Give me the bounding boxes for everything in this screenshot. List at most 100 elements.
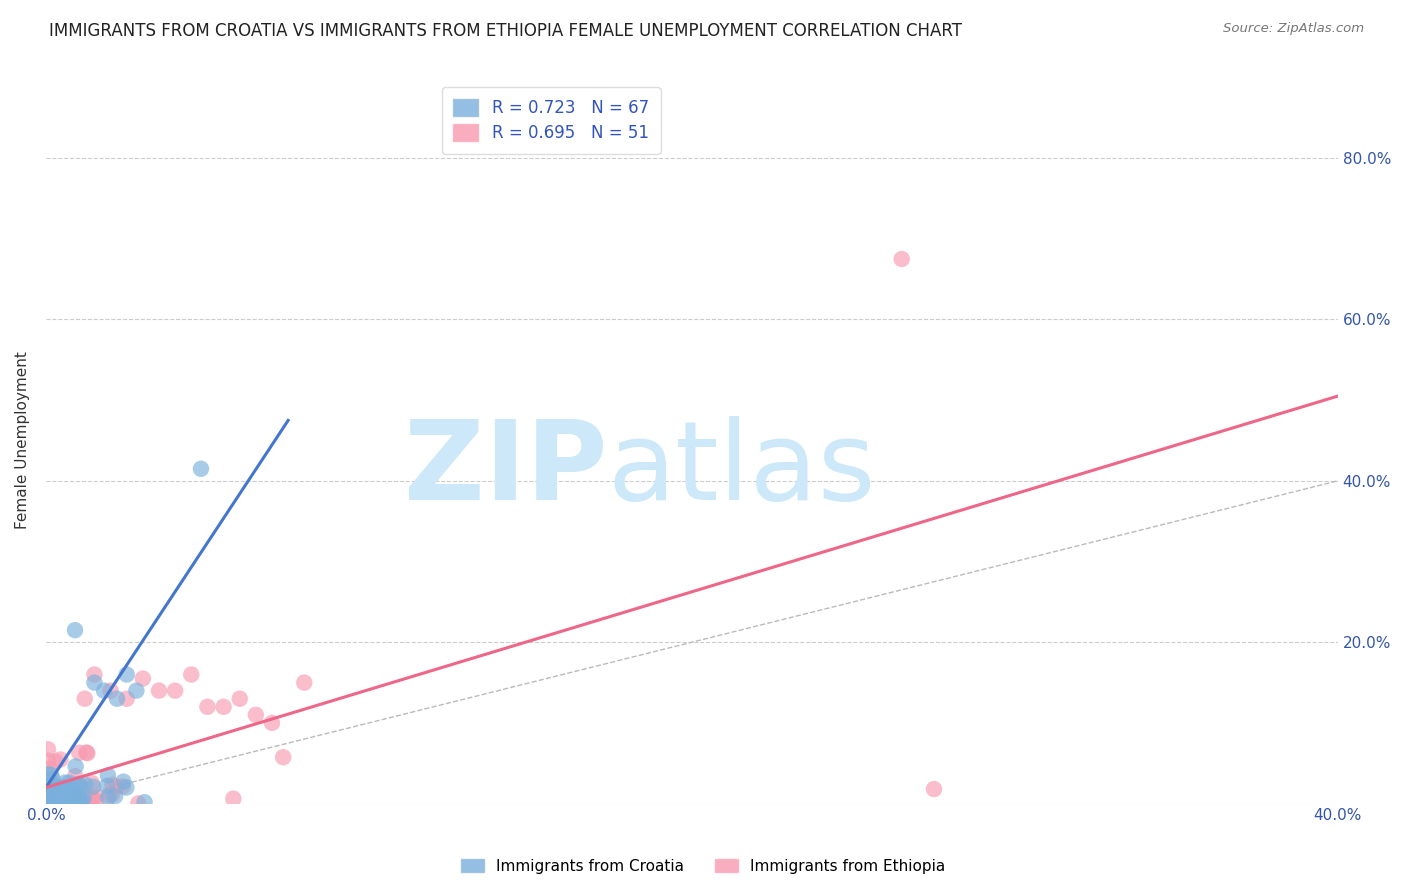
Point — [44, 779, 66, 793]
Point — [111, 780, 134, 794]
Point — [197, 699, 219, 714]
Point — [55, 780, 77, 795]
Point — [35, 795, 58, 809]
Point — [134, 795, 156, 809]
Text: Source: ZipAtlas.com: Source: ZipAtlas.com — [1223, 22, 1364, 36]
Point — [60, 795, 83, 809]
Point — [42, 780, 65, 795]
Point — [37, 793, 59, 807]
Point — [37, 767, 59, 781]
Point — [82, 791, 104, 805]
Point — [105, 780, 128, 794]
Point — [292, 675, 315, 690]
Point — [49, 794, 72, 808]
Point — [97, 768, 120, 782]
Point — [67, 778, 90, 792]
Point — [75, 778, 97, 792]
Point — [73, 797, 96, 811]
Point — [49, 786, 72, 800]
Point — [66, 777, 89, 791]
Point — [45, 788, 67, 802]
Point — [52, 796, 75, 810]
Point — [79, 792, 101, 806]
Point — [53, 797, 76, 811]
Point — [101, 788, 124, 802]
Point — [45, 755, 67, 769]
Point — [58, 775, 80, 789]
Point — [56, 783, 79, 797]
Point — [84, 789, 107, 804]
Point — [52, 795, 75, 809]
Point — [38, 773, 60, 788]
Point — [180, 667, 202, 681]
Point — [65, 794, 87, 808]
Point — [70, 782, 93, 797]
Point — [132, 672, 155, 686]
Point — [65, 769, 87, 783]
Point — [44, 791, 66, 805]
Point — [66, 789, 89, 803]
Point — [41, 795, 63, 809]
Point — [70, 795, 93, 809]
Point — [112, 774, 135, 789]
Point — [100, 683, 122, 698]
Point — [245, 707, 267, 722]
Point — [46, 792, 69, 806]
Point — [38, 784, 60, 798]
Point — [97, 790, 120, 805]
Point — [44, 795, 66, 809]
Point — [63, 623, 86, 637]
Point — [105, 691, 128, 706]
Point — [49, 790, 72, 805]
Point — [49, 752, 72, 766]
Point — [44, 786, 66, 800]
Point — [260, 715, 283, 730]
Point — [67, 789, 90, 803]
Point — [38, 762, 60, 776]
Point — [271, 750, 294, 764]
Point — [67, 746, 90, 760]
Point — [125, 683, 148, 698]
Text: atlas: atlas — [607, 416, 876, 523]
Point — [66, 792, 89, 806]
Point — [104, 789, 127, 804]
Point — [42, 785, 65, 799]
Point — [115, 667, 138, 681]
Point — [73, 691, 96, 706]
Point — [82, 780, 104, 794]
Point — [37, 754, 59, 768]
Point — [38, 796, 60, 810]
Point — [80, 776, 103, 790]
Point — [41, 781, 63, 796]
Point — [62, 791, 84, 805]
Point — [69, 797, 91, 811]
Point — [98, 789, 121, 803]
Point — [38, 786, 60, 800]
Point — [49, 788, 72, 802]
Point — [76, 746, 98, 760]
Point — [222, 791, 245, 805]
Point — [37, 781, 59, 796]
Point — [39, 768, 62, 782]
Point — [46, 794, 69, 808]
Y-axis label: Female Unemployment: Female Unemployment — [15, 351, 30, 530]
Point — [93, 683, 115, 698]
Point — [39, 782, 62, 797]
Point — [42, 772, 65, 787]
Point — [51, 796, 73, 810]
Text: ZIP: ZIP — [405, 416, 607, 523]
Point — [53, 794, 76, 808]
Point — [51, 780, 73, 795]
Legend: R = 0.723   N = 67, R = 0.695   N = 51: R = 0.723 N = 67, R = 0.695 N = 51 — [441, 87, 661, 153]
Point — [59, 781, 82, 796]
Point — [212, 699, 235, 714]
Point — [165, 683, 187, 698]
Point — [96, 779, 118, 793]
Point — [228, 691, 250, 706]
Point — [37, 795, 59, 809]
Point — [115, 780, 138, 795]
Point — [75, 746, 97, 760]
Point — [101, 778, 124, 792]
Point — [58, 789, 80, 804]
Point — [41, 784, 63, 798]
